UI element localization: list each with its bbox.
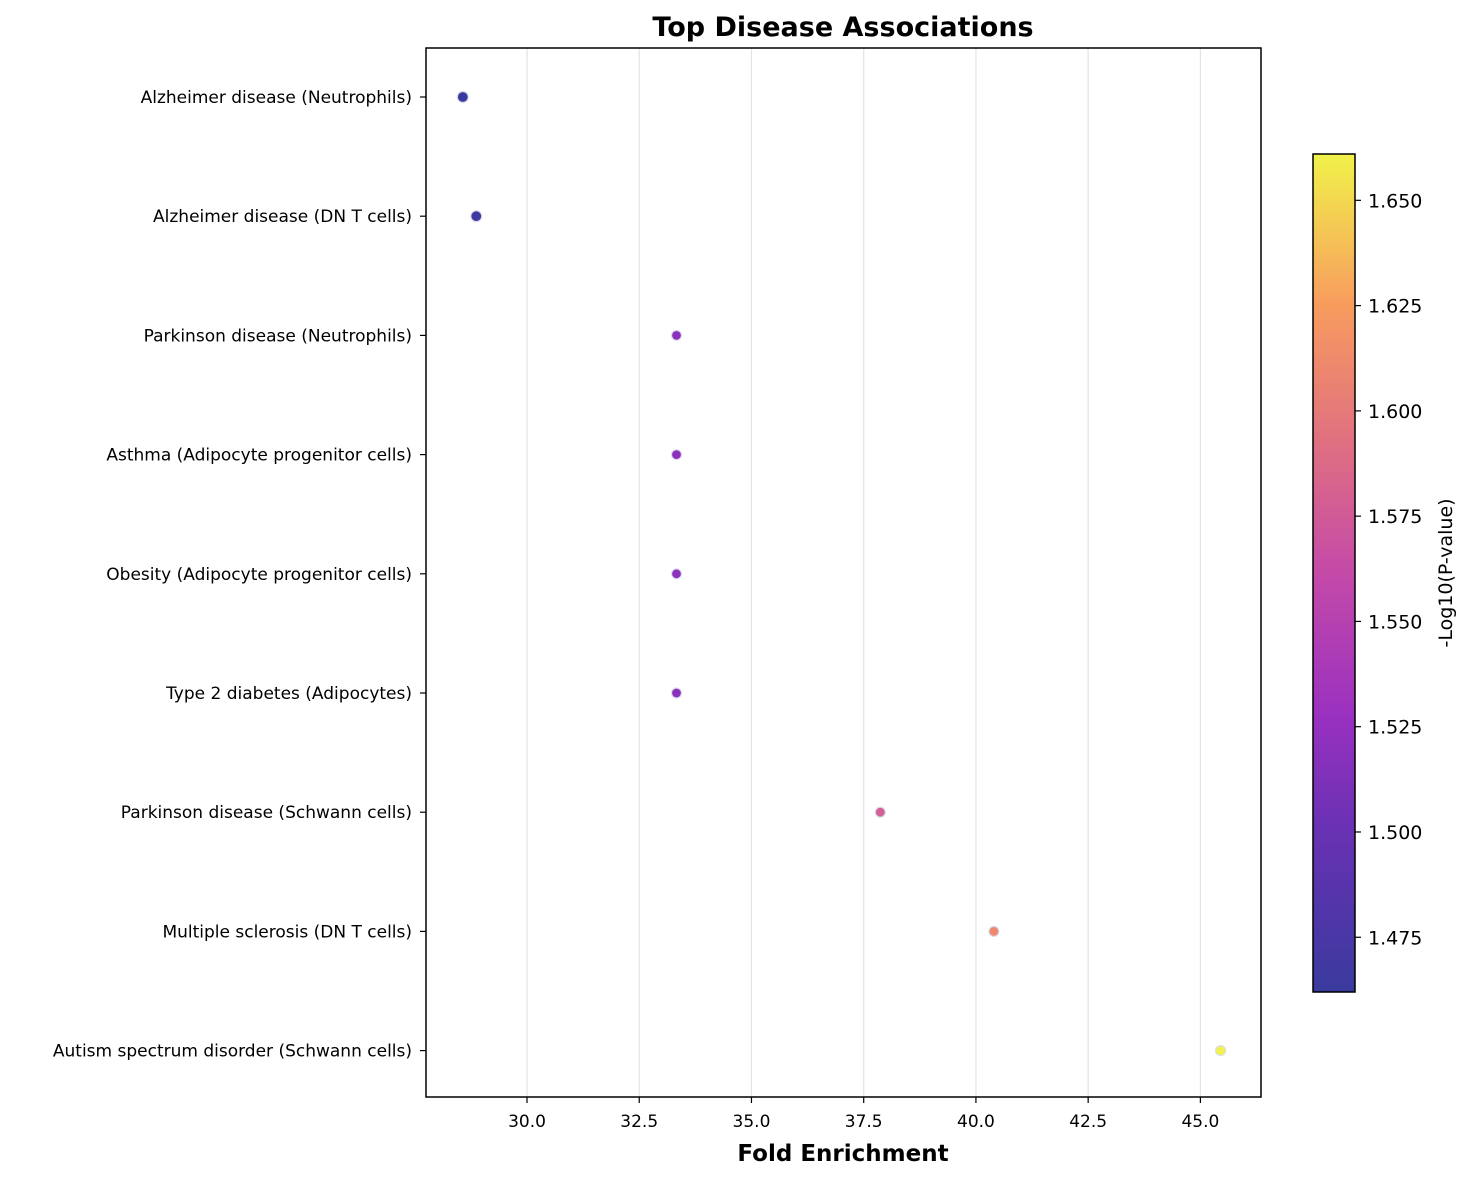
colorbar-tick-label: 1.600	[1368, 401, 1422, 423]
x-tick-label: 35.0	[733, 1112, 771, 1132]
data-points	[456, 90, 1227, 1057]
data-point	[456, 90, 469, 104]
x-axis-label: Fold Enrichment	[737, 1141, 948, 1167]
y-tick-label: Alzheimer disease (Neutrophils)	[141, 88, 412, 108]
y-tick-label: Asthma (Adipocyte progenitor cells)	[106, 446, 412, 466]
colorbar-gradient	[1312, 153, 1356, 993]
y-tick-label: Type 2 diabetes (Adipocytes)	[165, 684, 412, 704]
y-tick-label: Parkinson disease (Neutrophils)	[144, 326, 412, 346]
plot-frame	[425, 47, 1262, 1098]
y-tick-label: Obesity (Adipocyte progenitor cells)	[106, 565, 412, 585]
colorbar-tick-label: 1.575	[1368, 506, 1422, 528]
data-point	[670, 329, 683, 341]
y-tick-label: Multiple sclerosis (DN T cells)	[162, 922, 412, 942]
gridlines	[526, 48, 1201, 1097]
x-tick-label: 40.0	[957, 1112, 995, 1132]
chart-title: Top Disease Associations	[652, 12, 1033, 43]
colorbar-tick-label: 1.650	[1368, 190, 1422, 212]
x-tick-label: 42.5	[1069, 1112, 1107, 1132]
y-tick-label: Autism spectrum disorder (Schwann cells)	[53, 1042, 412, 1062]
x-tick-label: 30.0	[508, 1112, 546, 1132]
y-tick-label: Alzheimer disease (DN T cells)	[153, 207, 412, 227]
x-tick-label: 32.5	[620, 1112, 658, 1132]
colorbar: 1.475 1.500 1.525 1.550 1.575 1.600 1.625 1.650…	[1312, 153, 1457, 993]
data-point	[670, 687, 683, 699]
data-point	[670, 568, 683, 580]
colorbar-tick-label: 1.475	[1368, 927, 1422, 949]
colorbar-tick-label: 1.625	[1368, 296, 1422, 318]
data-point	[988, 925, 1000, 938]
x-tick-label: 45.0	[1181, 1112, 1219, 1132]
x-tick-label: 37.5	[845, 1112, 883, 1132]
data-point	[470, 210, 483, 223]
data-point	[874, 806, 886, 818]
data-point	[1214, 1044, 1227, 1057]
data-point	[670, 449, 683, 461]
colorbar-label: -Log10(P-value)	[1435, 498, 1457, 647]
colorbar-tick-label: 1.500	[1368, 822, 1422, 844]
colorbar-ticks: 1.475 1.500 1.525 1.550 1.575 1.600 1.625 1.650	[1355, 190, 1422, 949]
x-axis-ticks: 30.0 32.5 35.0 37.5 40.0 42.5 45.0	[508, 1097, 1219, 1132]
colorbar-tick-label: 1.550	[1368, 611, 1422, 633]
y-tick-label: Parkinson disease (Schwann cells)	[121, 803, 412, 823]
y-axis-ticks: Alzheimer disease (Neutrophils) Alzheimer…	[53, 88, 426, 1062]
colorbar-tick-label: 1.525	[1368, 717, 1422, 739]
